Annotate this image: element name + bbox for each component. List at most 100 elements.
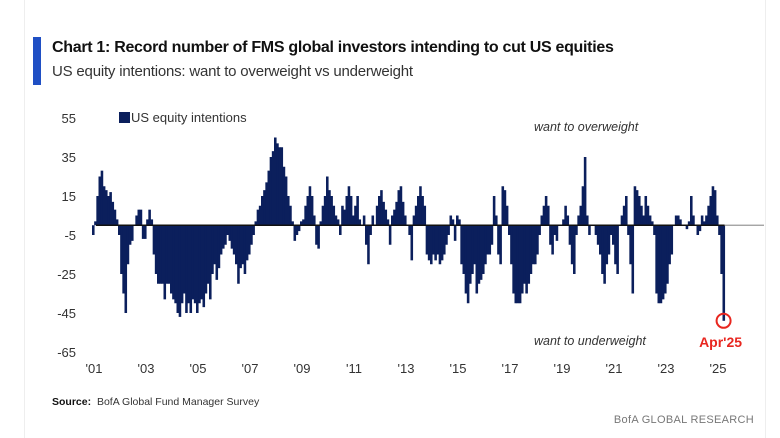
bar [664,225,667,294]
bar [137,209,141,226]
bar [687,221,691,226]
bar [503,190,507,226]
bar [237,225,240,284]
bar [458,219,461,226]
bar [170,225,173,294]
bar [603,225,606,284]
annotation-underweight: want to underweight [534,334,646,348]
bar [328,190,331,226]
bar [490,225,494,245]
bar [642,215,645,226]
bar [254,221,258,226]
bar [180,225,184,304]
bar [648,215,652,226]
bar [679,219,682,226]
bar [542,205,546,226]
bar [200,225,203,300]
bar [453,225,457,241]
bar [274,137,277,226]
bar [118,225,121,235]
bar [211,225,214,274]
bar [92,225,95,235]
bar [354,205,357,226]
bar [330,196,333,226]
bar [198,225,201,304]
bar [703,221,706,226]
bar [94,221,97,226]
bar [583,157,587,226]
bar [276,143,279,226]
bar [102,186,106,226]
bar [464,225,468,294]
bar [562,219,565,226]
bar [521,225,524,294]
bar [612,225,615,245]
bar [239,225,242,269]
bar [122,225,125,294]
bar [412,215,416,226]
bar [488,225,492,255]
bar [451,219,455,226]
bar [666,225,669,284]
bar [633,186,637,226]
bar [371,215,375,226]
bar [352,215,355,226]
bar [382,201,385,226]
chart-subtitle: US equity intentions: want to overweight… [52,63,413,80]
bar [677,215,680,226]
y-tick-label: -45 [57,306,76,321]
bar [326,176,329,226]
bar [698,225,702,232]
bar [232,225,236,255]
bar [586,215,589,226]
bar [98,176,102,226]
bar [397,190,401,226]
bar [111,201,115,226]
bar [622,205,626,226]
bar [139,209,143,226]
bar [172,225,175,300]
bar [709,196,713,226]
bar [215,225,219,280]
bar [375,205,379,226]
bar [469,225,472,284]
bar [152,225,156,255]
bar [505,205,509,226]
bar [336,219,340,226]
bar [148,209,151,226]
bar [514,225,518,304]
bar [265,182,268,226]
bar [540,215,544,226]
bar [577,215,580,226]
bar [202,225,206,308]
bar [538,225,541,235]
bar [278,147,281,226]
bar [479,225,483,280]
x-tick-label: '15 [450,361,467,376]
bar [258,205,262,226]
annotation-overweight: want to overweight [534,120,639,134]
bar [462,225,466,274]
bar [289,205,292,226]
x-tick-label: '17 [502,361,519,376]
bar [323,196,327,226]
bar [263,190,266,226]
bar [484,225,487,265]
bar [157,225,160,284]
bar [126,225,130,265]
x-tick-label: '07 [242,361,259,376]
bar [718,225,721,235]
bar [529,225,533,274]
bar [404,215,407,226]
bar [401,201,405,226]
bar [692,215,695,226]
bar [581,186,585,226]
x-tick-label: '13 [398,361,415,376]
bar [566,215,570,226]
bar [334,215,338,226]
x-tick-label: '19 [554,361,571,376]
bar [362,215,366,226]
bar [310,196,314,226]
chart-frame [24,0,766,438]
bar [674,215,678,226]
